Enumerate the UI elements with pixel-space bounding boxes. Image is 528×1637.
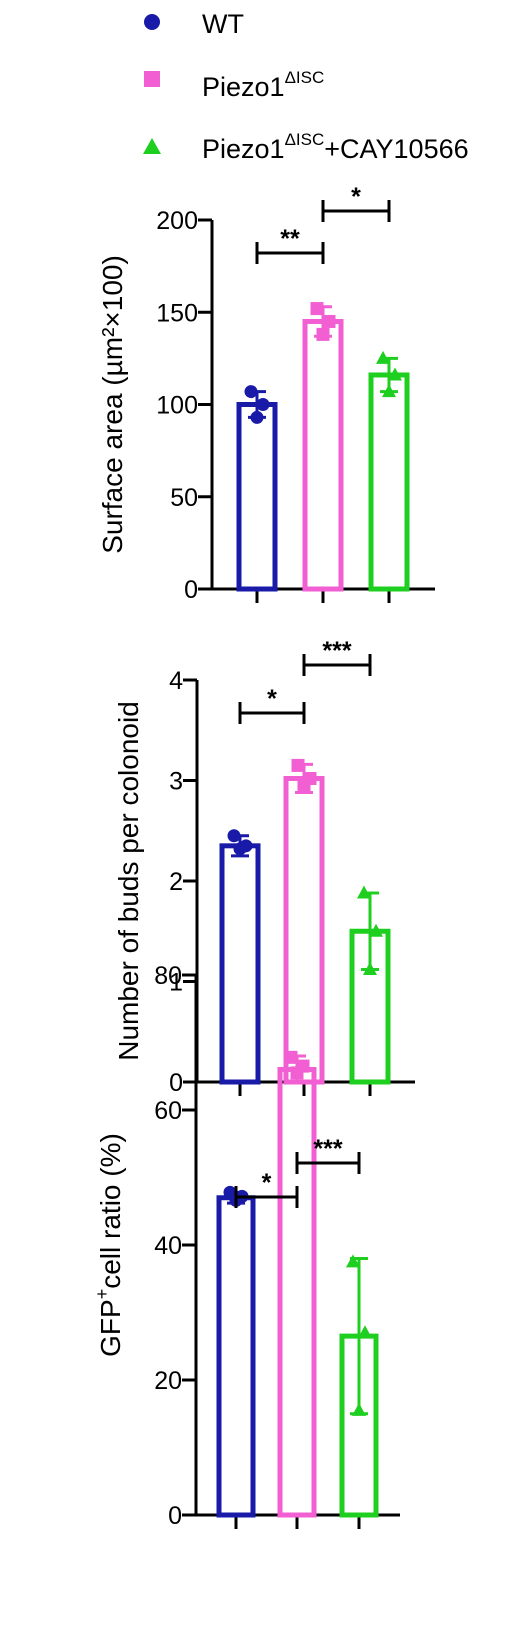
data-point-triangle — [369, 923, 383, 937]
y-axis-label: GFP+cell ratio (%) — [92, 1133, 126, 1357]
y-axis-label: Number of buds per colonoid — [113, 701, 144, 1061]
bar — [277, 1067, 317, 1518]
significance-label: * — [351, 183, 361, 211]
data-point-square — [316, 327, 330, 341]
bar — [236, 402, 278, 592]
data-point-square — [290, 1066, 304, 1080]
y-tick-label: 4 — [169, 667, 183, 695]
y-tick-label: 200 — [156, 207, 198, 235]
y-tick-label: 1 — [169, 969, 183, 997]
data-point-triangle — [388, 367, 402, 381]
y-tick-label: 20 — [154, 1367, 182, 1395]
data-point-square — [291, 758, 305, 772]
bar — [283, 775, 325, 1085]
legend: WT Piezo1ΔISC Piezo1ΔISC+CAY10566 — [143, 9, 469, 164]
bar — [216, 1195, 256, 1518]
legend-label-piezo1-cay: Piezo1ΔISC+CAY10566 — [202, 130, 469, 164]
bar — [368, 372, 410, 592]
y-tick-label: 150 — [156, 299, 198, 327]
data-point-triangle — [376, 350, 390, 364]
y-tick-label: 80 — [154, 962, 182, 990]
data-point-triangle — [357, 885, 371, 899]
legend-item-piezo1-cay: Piezo1ΔISC+CAY10566 — [143, 130, 469, 164]
data-point-circle — [244, 385, 258, 399]
data-point-square — [284, 1050, 298, 1064]
legend-marker-square — [144, 71, 160, 87]
data-point-circle — [233, 842, 247, 856]
y-tick-label: 60 — [154, 1097, 182, 1125]
legend-marker-circle — [144, 14, 160, 30]
significance-label: * — [267, 685, 277, 713]
legend-marker-triangle — [143, 138, 161, 154]
y-tick-label: 100 — [156, 392, 198, 420]
significance-label: * — [262, 1169, 272, 1197]
y-tick-label: 0 — [184, 576, 198, 604]
bar — [219, 843, 261, 1085]
significance-label: *** — [313, 1135, 342, 1163]
data-point-square — [310, 302, 324, 316]
data-point-circle — [256, 398, 270, 411]
bar — [302, 318, 344, 592]
data-point-square — [297, 779, 311, 793]
y-tick-label: 2 — [169, 868, 183, 896]
y-tick-label: 3 — [169, 768, 183, 796]
y-tick-label: 40 — [154, 1232, 182, 1260]
significance-label: *** — [322, 637, 351, 665]
legend-label-wt: WT — [202, 9, 244, 39]
legend-item-piezo1: Piezo1ΔISC — [144, 68, 324, 102]
data-point-square — [322, 314, 336, 328]
y-tick-label: 50 — [170, 484, 198, 512]
data-point-circle — [227, 829, 241, 843]
data-point-triangle — [346, 1254, 360, 1268]
y-axis-label: Surface area (µm²×100) — [97, 255, 128, 554]
y-tick-label: 0 — [168, 1502, 182, 1530]
data-point-triangle — [363, 961, 377, 975]
y-tick-label: 0 — [169, 1069, 183, 1097]
legend-label-piezo1: Piezo1ΔISC — [202, 68, 324, 102]
legend-item-wt: WT — [144, 9, 244, 39]
data-point-triangle — [352, 1402, 366, 1416]
data-point-triangle — [358, 1325, 372, 1339]
significance-label: ** — [280, 225, 300, 253]
data-point-triangle — [382, 384, 396, 398]
data-point-circle — [250, 410, 264, 424]
